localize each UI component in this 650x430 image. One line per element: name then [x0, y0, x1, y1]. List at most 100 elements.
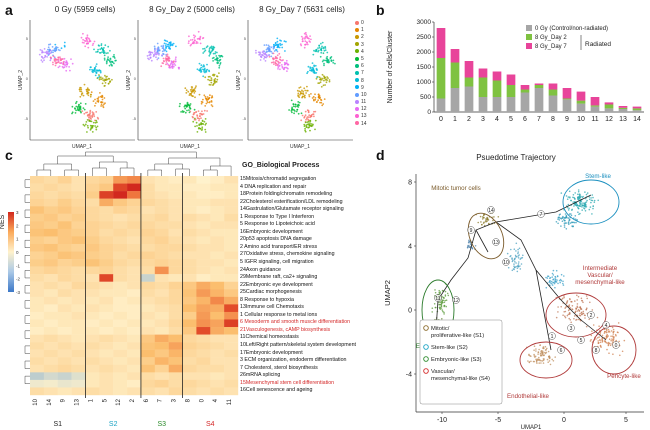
- traj-point: [576, 303, 579, 305]
- umap-point: [301, 114, 304, 117]
- cluster-legend-label: 0: [361, 20, 364, 26]
- traj-point: [569, 196, 571, 198]
- umap-point: [148, 54, 151, 57]
- heatmap-cell: [127, 198, 142, 207]
- cluster-legend-item: 14: [355, 121, 375, 128]
- umap-point: [291, 108, 293, 110]
- umap-point: [189, 103, 192, 105]
- umap-point: [300, 119, 303, 122]
- traj-point: [537, 359, 540, 361]
- umap-point: [314, 110, 317, 113]
- umap-point: [189, 107, 192, 110]
- umap-point: [86, 111, 89, 114]
- traj-point: [580, 307, 582, 310]
- umap-point: [263, 58, 265, 60]
- umap-point: [88, 88, 90, 91]
- traj-point: [581, 299, 583, 302]
- umap-point: [202, 113, 205, 115]
- go-term-label: 5 IGFR signaling, cell migration: [240, 259, 314, 266]
- traj-point: [536, 358, 539, 360]
- umap-point: [95, 126, 98, 129]
- heatmap-cell: [127, 213, 142, 222]
- go-term-label: 7 Cholesterol, sterol biosynthesis: [240, 364, 318, 371]
- traj-legend-marker: [423, 344, 429, 350]
- umap-point: [193, 112, 196, 114]
- bar-x-tick-label: 0: [439, 116, 443, 123]
- heatmap-cell: [99, 342, 114, 350]
- traj-point: [592, 324, 595, 326]
- heatmap-cell: [210, 274, 225, 282]
- umap-point: [40, 55, 43, 58]
- heatmap-cell: [210, 206, 225, 214]
- traj-point: [558, 216, 560, 218]
- umap-point: [82, 32, 84, 35]
- umap-point: [272, 52, 275, 55]
- cluster-legend-item: 10: [355, 92, 375, 99]
- bar-segment: [492, 71, 502, 81]
- traj-node: [612, 341, 620, 349]
- umap-point: [91, 131, 94, 133]
- umap-point: [210, 77, 213, 80]
- go-term-label: 4 DNA replication and repair: [240, 183, 307, 190]
- traj-point: [586, 307, 588, 309]
- heatmap-cell: [43, 289, 58, 298]
- dendrogram-branch: [24, 360, 30, 369]
- umap-point: [291, 111, 293, 114]
- dendrogram-branch: [24, 300, 30, 309]
- bar-segment: [604, 102, 614, 105]
- umap-point: [54, 64, 57, 67]
- heatmap-cell: [196, 289, 211, 298]
- umap-point: [149, 51, 152, 54]
- umap-point: [94, 102, 97, 104]
- umap-point: [99, 71, 102, 74]
- umap-point: [89, 112, 91, 115]
- traj-point: [545, 286, 548, 289]
- umap-point: [101, 98, 104, 101]
- heatmap-cell: [154, 364, 169, 373]
- umap-point: [203, 67, 206, 70]
- traj-node: [452, 296, 460, 304]
- heatmap-cell: [57, 183, 72, 192]
- traj-point: [569, 298, 571, 300]
- umap-point: [153, 54, 156, 57]
- traj-point: [581, 313, 583, 316]
- traj-point: [439, 306, 442, 309]
- umap-point: [100, 43, 103, 45]
- umap-point: [287, 63, 290, 66]
- umap-point: [321, 41, 324, 44]
- bar-x-tick-label: 5: [509, 116, 513, 123]
- traj-point: [592, 207, 594, 210]
- traj-point: [515, 250, 517, 252]
- umap-point: [95, 119, 98, 122]
- umap-point: [263, 55, 266, 58]
- umap-point: [212, 46, 215, 49]
- heatmap-cell: [85, 206, 100, 214]
- umap-point: [175, 56, 177, 59]
- traj-point: [539, 359, 541, 362]
- umap-point: [165, 50, 168, 53]
- umap-point: [155, 56, 157, 59]
- heatmap-cell: [113, 289, 128, 298]
- traj-point: [562, 215, 564, 218]
- umap-point: [275, 49, 277, 51]
- umap-point: [194, 86, 197, 89]
- umap-point: [103, 47, 105, 49]
- cluster-dot-icon: [355, 121, 359, 126]
- traj-point: [623, 339, 626, 342]
- heatmap-cell: [85, 198, 100, 207]
- heatmap-cell: [168, 221, 183, 230]
- umap-point: [184, 87, 187, 90]
- heatmap-cell: [71, 334, 86, 343]
- cluster-legend-label: 2: [361, 34, 364, 41]
- heatmap-cell: [43, 372, 58, 381]
- umap-point: [216, 51, 218, 54]
- traj-point: [549, 277, 551, 279]
- heatmap-cell: [182, 357, 197, 365]
- umap-point: [82, 123, 85, 126]
- heatmap-cell: [99, 281, 114, 290]
- umap-point: [103, 51, 106, 54]
- heatmap-cell: [154, 304, 169, 313]
- heatmap-cell: [168, 198, 183, 207]
- traj-point: [567, 196, 570, 198]
